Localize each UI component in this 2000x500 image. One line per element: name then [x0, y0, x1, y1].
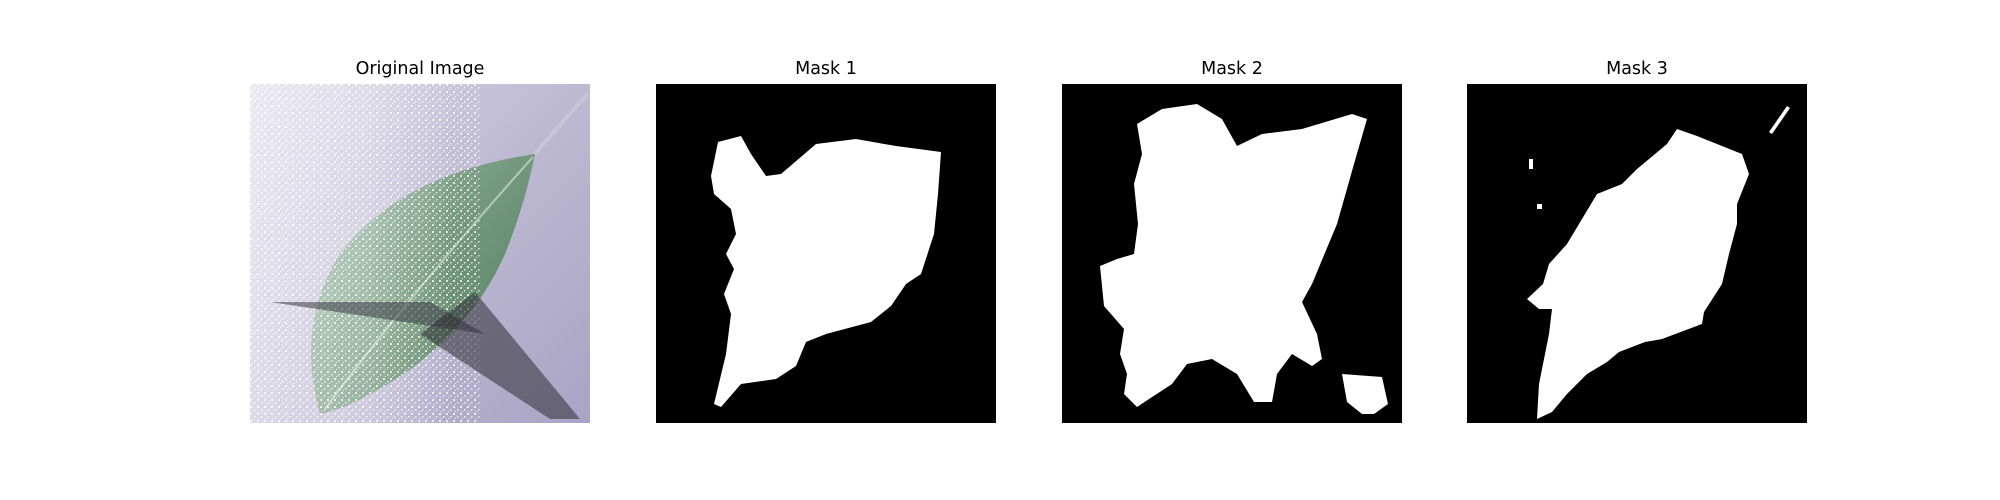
mask-3-region — [1527, 129, 1749, 419]
dark-triangle-right — [420, 292, 580, 419]
mask-3-image — [1467, 84, 1807, 423]
mask-3-dot-1 — [1529, 159, 1533, 169]
panel-title-mask-1: Mask 1 — [795, 59, 857, 79]
panel-title-mask-3: Mask 3 — [1606, 59, 1668, 79]
mask-2-region — [1100, 104, 1367, 407]
mask-3-stem — [1769, 106, 1790, 134]
mask-2-image — [1062, 84, 1402, 423]
panel-mask-1: Mask 1 — [656, 0, 996, 500]
original-leaf-image — [250, 84, 590, 423]
panel-mask-3: Mask 3 — [1467, 0, 1807, 500]
panel-mask-2: Mask 2 — [1062, 0, 1402, 500]
mask-3-dot-2 — [1537, 204, 1542, 209]
panel-original-image: Original Image — [250, 0, 590, 500]
mask-1-image — [656, 84, 996, 423]
panel-title-original-image: Original Image — [355, 59, 485, 79]
panel-title-mask-2: Mask 2 — [1201, 59, 1263, 79]
mask-2-small-blob — [1342, 374, 1388, 414]
mask-1-region — [711, 136, 941, 407]
